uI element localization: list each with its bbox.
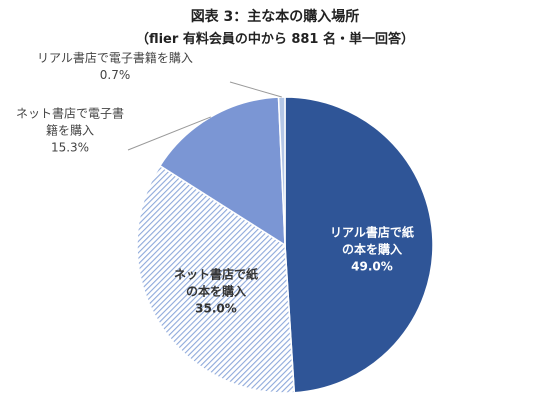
slice-percent-label: 35.0%: [195, 302, 237, 316]
pie-slice-2: [136, 164, 296, 394]
pie-slice-1: [284, 96, 434, 394]
slice-labels: リアル書店で紙の本を購入49.0%ネット書店で紙の本を購入35.0%ネット書店で…: [16, 50, 414, 316]
slice-label-4: リアル書店で電子書籍を購入 0.7%: [37, 50, 193, 82]
pie-slice-3: [159, 96, 286, 247]
chart-title: 図表 3：主な本の購入場所: [190, 9, 360, 25]
leader-line-3: [127, 116, 212, 151]
slice-category-label: 籍を購入: [46, 123, 94, 138]
chart-subtitle: （flier 有料会員の中から 881 名・単一回答）: [135, 32, 415, 47]
pie-slices: [136, 96, 434, 394]
slice-percent-label: 15.3%: [51, 141, 89, 155]
slice-category-label: ネット書店で電子書: [16, 107, 124, 121]
slice-category-label: の本を購入: [342, 242, 402, 257]
leader-line-4: [229, 81, 282, 98]
pie-slice-4: [277, 96, 286, 246]
slice-category-label: の本を購入: [186, 284, 246, 299]
leader-lines: [127, 81, 282, 151]
slice-category-label: リアル書店で電子書籍を購入: [37, 50, 193, 65]
slice-category-label: リアル書店で紙: [330, 225, 414, 240]
slice-percent-label: 0.7%: [100, 68, 131, 82]
slice-category-label: ネット書店で紙: [174, 267, 258, 282]
slice-percent-label: 49.0%: [351, 260, 393, 274]
